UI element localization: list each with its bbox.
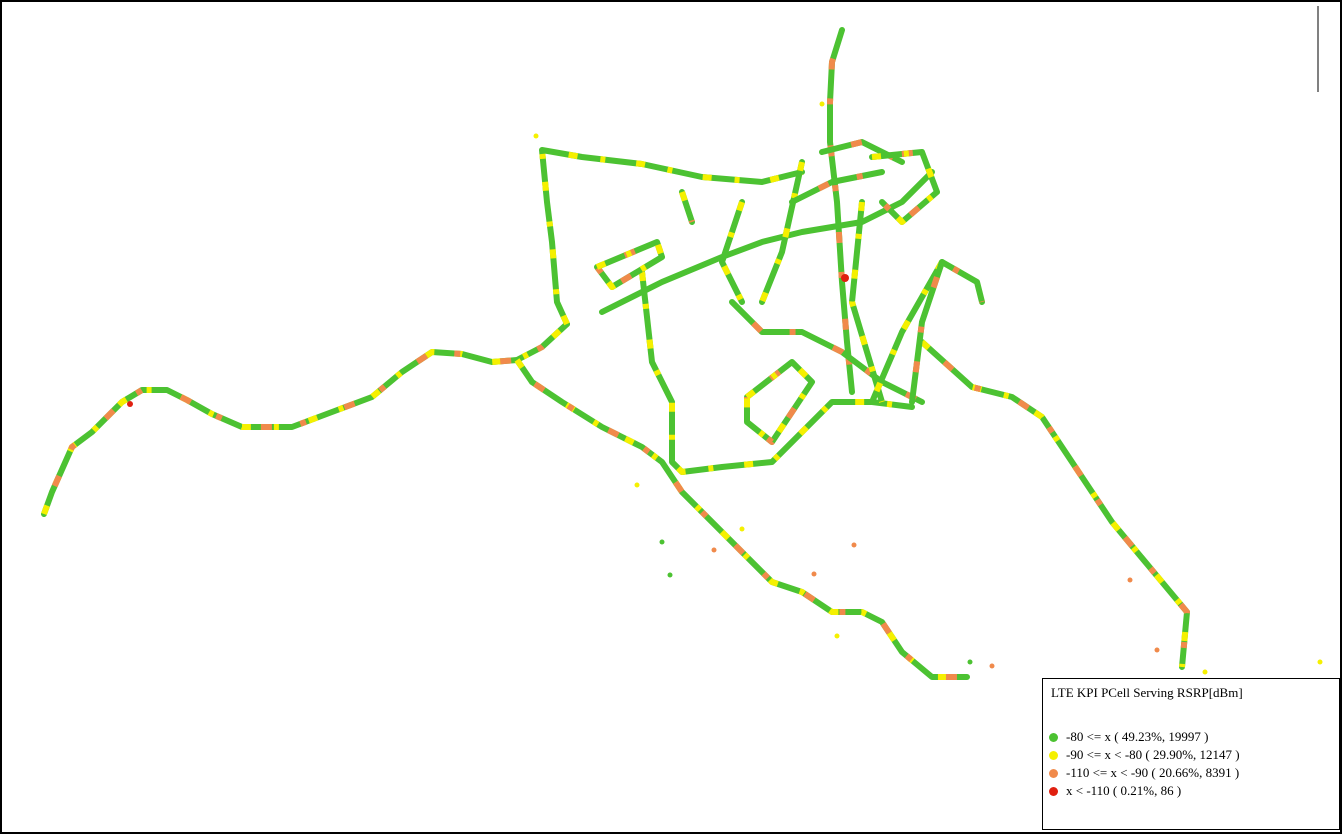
sample [711,547,717,553]
sample [667,572,673,578]
legend-item: x < -110 ( 0.21%, 86 ) [1049,782,1181,800]
sample [1317,659,1323,665]
route [922,342,1187,667]
legend-swatch [1049,768,1058,778]
legend-swatch [1049,732,1058,742]
legend-swatch [1049,786,1058,796]
legend-label: -90 <= x < -80 ( 29.90%, 12147 ) [1066,747,1240,762]
legend-label: -110 <= x < -90 ( 20.66%, 8391 ) [1066,765,1240,780]
route [922,342,1187,667]
legend-item: -90 <= x < -80 ( 29.90%, 12147 ) [1049,746,1240,764]
sample [659,539,665,545]
sample [1202,669,1208,675]
sample [634,482,640,488]
sample [851,542,857,548]
sample [834,633,840,639]
sample [811,571,817,577]
sample [1127,577,1133,583]
drive-routes [44,30,1187,677]
sample [967,659,973,665]
sample [1154,647,1160,653]
legend-item: -80 <= x ( 49.23%, 19997 ) [1049,728,1208,746]
sample [819,101,825,107]
scattered-samples [127,101,1323,675]
sample [989,663,995,669]
legend-label: x < -110 ( 0.21%, 86 ) [1066,783,1182,798]
sample [841,274,849,282]
sample [127,401,133,407]
legend-swatch [1049,750,1058,760]
legend-title: LTE KPI PCell Serving RSRP[dBm] [1051,685,1243,700]
sample [533,133,539,139]
route [44,324,567,514]
legend: LTE KPI PCell Serving RSRP[dBm] -80 <= x… [1042,678,1340,830]
legend-label: -80 <= x ( 49.23%, 19997 ) [1066,729,1209,744]
sample [739,526,745,532]
route [922,342,1187,667]
legend-item: -110 <= x < -90 ( 20.66%, 8391 ) [1049,764,1239,782]
route [830,30,852,392]
